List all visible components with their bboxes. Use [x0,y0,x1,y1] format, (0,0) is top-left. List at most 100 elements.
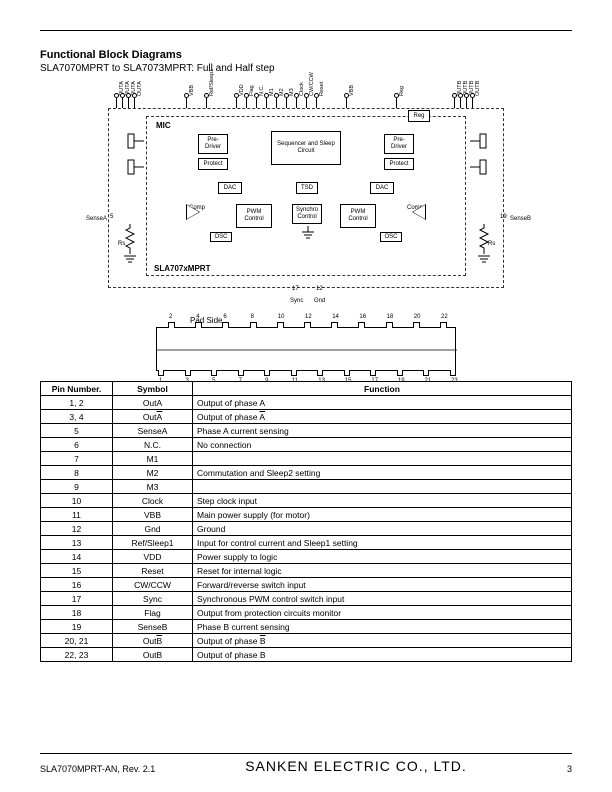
pad-bot-num: 11 [292,378,298,384]
company-name: SANKEN ELECTRIC CO., LTD. [170,758,542,774]
rs-a-symbol [124,224,136,254]
page-number: 3 [542,764,572,774]
pad-top-num: 8 [251,314,254,320]
cell-symbol: OutB [113,648,193,662]
cell-pin: 14 [41,550,113,564]
cell-function: Commutation and Sleep2 setting [193,466,572,480]
gnd-label: Gnd [314,298,325,304]
top-pin-label: OUTA [137,81,143,96]
top-pin-circle [458,93,463,98]
top-pin-line [256,98,257,108]
cell-symbol: M3 [113,480,193,494]
top-pin-label: VBB [189,85,195,96]
sensea-label: SenseA [86,216,107,222]
header-function: Function [193,382,572,396]
table-row: 3, 4OutAOutput of phase A [41,410,572,424]
pad-top-num: 14 [332,314,339,320]
cell-function: Ground [193,522,572,536]
subtitle: SLA7070MPRT to SLA7073MPRT: Full and Hal… [40,63,572,74]
reg-box: Reg [408,110,430,122]
top-pin-circle [464,93,469,98]
cell-symbol: M2 [113,466,193,480]
top-pin-circle [294,93,299,98]
table-row: 11VBBMain power supply (for motor) [41,508,572,522]
tsd-box: TSD [296,182,318,194]
pad-bot-num: 19 [398,378,405,384]
top-pin-line [246,98,247,108]
pad-bot-num: 7 [239,378,242,384]
pad-bot-num: 21 [424,378,431,384]
top-pin-label: VBB [349,85,355,96]
top-pin-circle [452,93,457,98]
cell-pin: 22, 23 [41,648,113,662]
cell-function: Output of phase B [193,648,572,662]
top-pin-label: Reg [399,86,405,96]
cell-symbol: OutB [113,634,193,648]
cell-symbol: N.C. [113,438,193,452]
header-symbol: Symbol [113,382,193,396]
cell-function: Forward/reverse switch input [193,578,572,592]
top-pin-circle [126,93,131,98]
cell-symbol: VDD [113,550,193,564]
pad-top-num: 20 [414,314,421,320]
cell-function: Main power supply (for motor) [193,508,572,522]
cell-function: Synchronous PWM control switch input [193,592,572,606]
mic-label: MIC [156,121,171,130]
top-pin-line [276,98,277,108]
cell-pin: 16 [41,578,113,592]
top-pin-label: CW/CCW [309,72,315,96]
comp-a-triangle-fill [187,205,199,219]
protect-a-box: Protect [198,158,228,170]
top-pin-line [454,98,455,108]
table-row: 14VDDPower supply to logic [41,550,572,564]
top-pin-label: Ref/Sleep1 [209,69,215,96]
cell-symbol: M1 [113,452,193,466]
cell-pin: 15 [41,564,113,578]
table-row: 19SenseBPhase B current sensing [41,620,572,634]
cell-symbol: SenseB [113,620,193,634]
pad-bot-num: 3 [186,378,189,384]
padside-diagram: 246810121416182022 1357911131517192123 [156,327,456,371]
cell-function: Phase B current sensing [193,620,572,634]
cell-symbol: CW/CCW [113,578,193,592]
cell-function: Phase A current sensing [193,424,572,438]
top-pin-circle [470,93,475,98]
pin19-label: 19 [500,214,507,220]
top-pin-line [306,98,307,108]
cell-pin: 10 [41,494,113,508]
pin12-label: 12 [316,286,323,292]
table-row: 1, 2OutAOutput of phase A [41,396,572,410]
table-row: 16CW/CCWForward/reverse switch input [41,578,572,592]
top-pin-line [472,98,473,108]
pre-driver-b-box: Pre- Driver [384,134,414,154]
rs-b-symbol [478,224,490,254]
pad-bot-num: 13 [318,378,325,384]
top-pin-label: OUTB [475,81,481,96]
cell-function: Output from protection circuits monitor [193,606,572,620]
senseb-label: SenseB [510,216,531,222]
synchro-box: Synchro Control [292,204,322,224]
part-label: SLA707xMPRT [154,264,210,273]
padside-wrap: Pad Side 246810121416182022 135791113151… [40,316,572,371]
pwm-a-box: PWM Control [236,204,272,228]
cell-function: Input for control current and Sleep1 set… [193,536,572,550]
cell-pin: 17 [41,592,113,606]
table-row: 12GndGround [41,522,572,536]
pad-top-num: 4 [196,314,199,320]
dac-a-box: DAC [218,182,242,194]
cell-symbol: Reset [113,564,193,578]
block-diagram: MIC SLA707xMPRT OUTAOUTAOUTAOUTAVBBRef/S… [86,86,526,306]
cell-pin: 13 [41,536,113,550]
comp-b-triangle-fill [413,205,425,219]
top-pin-line [206,98,207,108]
cell-symbol: OutA [113,396,193,410]
cell-symbol: Sync [113,592,193,606]
pad-top-num: 2 [169,314,172,320]
table-row: 7M1 [41,452,572,466]
protect-b-box: Protect [384,158,414,170]
footer-rule [40,753,572,754]
top-pin-line [316,98,317,108]
cell-function: Reset for internal logic [193,564,572,578]
sequencer-box: Sequencer and Sleep Circuit [271,131,341,165]
cell-pin: 9 [41,480,113,494]
